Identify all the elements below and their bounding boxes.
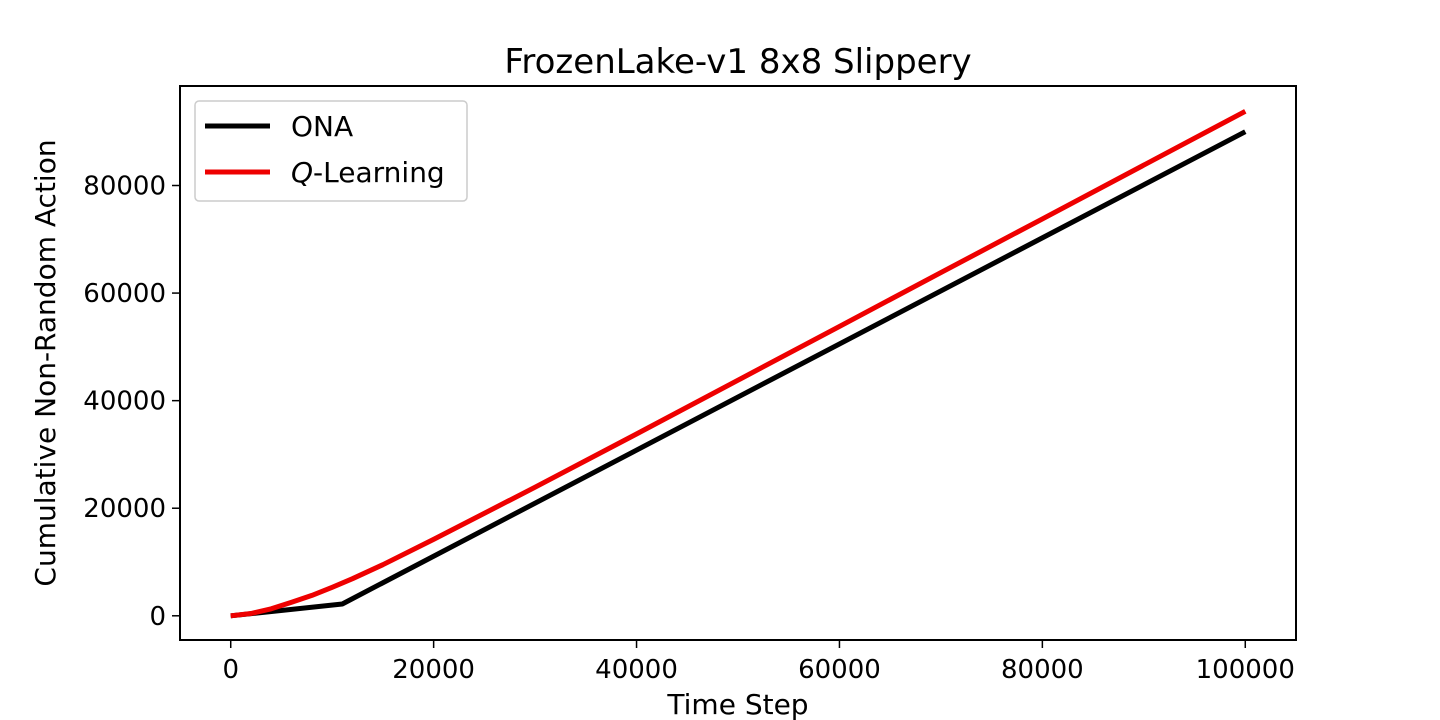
y-tick-label: 0 bbox=[149, 602, 166, 632]
x-tick-label: 100000 bbox=[1196, 655, 1295, 685]
x-tick-label: 80000 bbox=[1001, 655, 1084, 685]
x-tick-label: 40000 bbox=[595, 655, 678, 685]
y-tick-label: 60000 bbox=[83, 279, 166, 309]
y-tick-label: 80000 bbox=[83, 172, 166, 202]
y-axis-label: Cumulative Non-Random Action bbox=[29, 139, 62, 586]
x-tick-label: 20000 bbox=[392, 655, 475, 685]
legend-label-q-learning: Q-Learning bbox=[291, 156, 445, 189]
chart-title: FrozenLake-v1 8x8 Slippery bbox=[504, 42, 971, 82]
legend-label-ona: ONA bbox=[291, 110, 353, 143]
x-tick-label: 60000 bbox=[798, 655, 881, 685]
plot-lines bbox=[230, 109, 1247, 619]
legend: ONA Q-Learning bbox=[194, 100, 468, 202]
x-axis: 0 20000 40000 60000 80000 100000 bbox=[222, 640, 1295, 685]
series-line-ona bbox=[230, 129, 1247, 619]
legend-label-q-rest: -Learning bbox=[313, 156, 445, 189]
y-tick-label: 20000 bbox=[83, 494, 166, 524]
x-axis-label: Time Step bbox=[666, 688, 808, 720]
y-tick-label: 40000 bbox=[83, 387, 166, 417]
legend-label-q-italic: Q bbox=[291, 156, 313, 189]
x-tick-label: 0 bbox=[222, 655, 239, 685]
plot-frame bbox=[179, 85, 1297, 641]
series-line-q-learning bbox=[230, 109, 1247, 619]
y-axis: 0 20000 40000 60000 80000 bbox=[83, 172, 180, 632]
